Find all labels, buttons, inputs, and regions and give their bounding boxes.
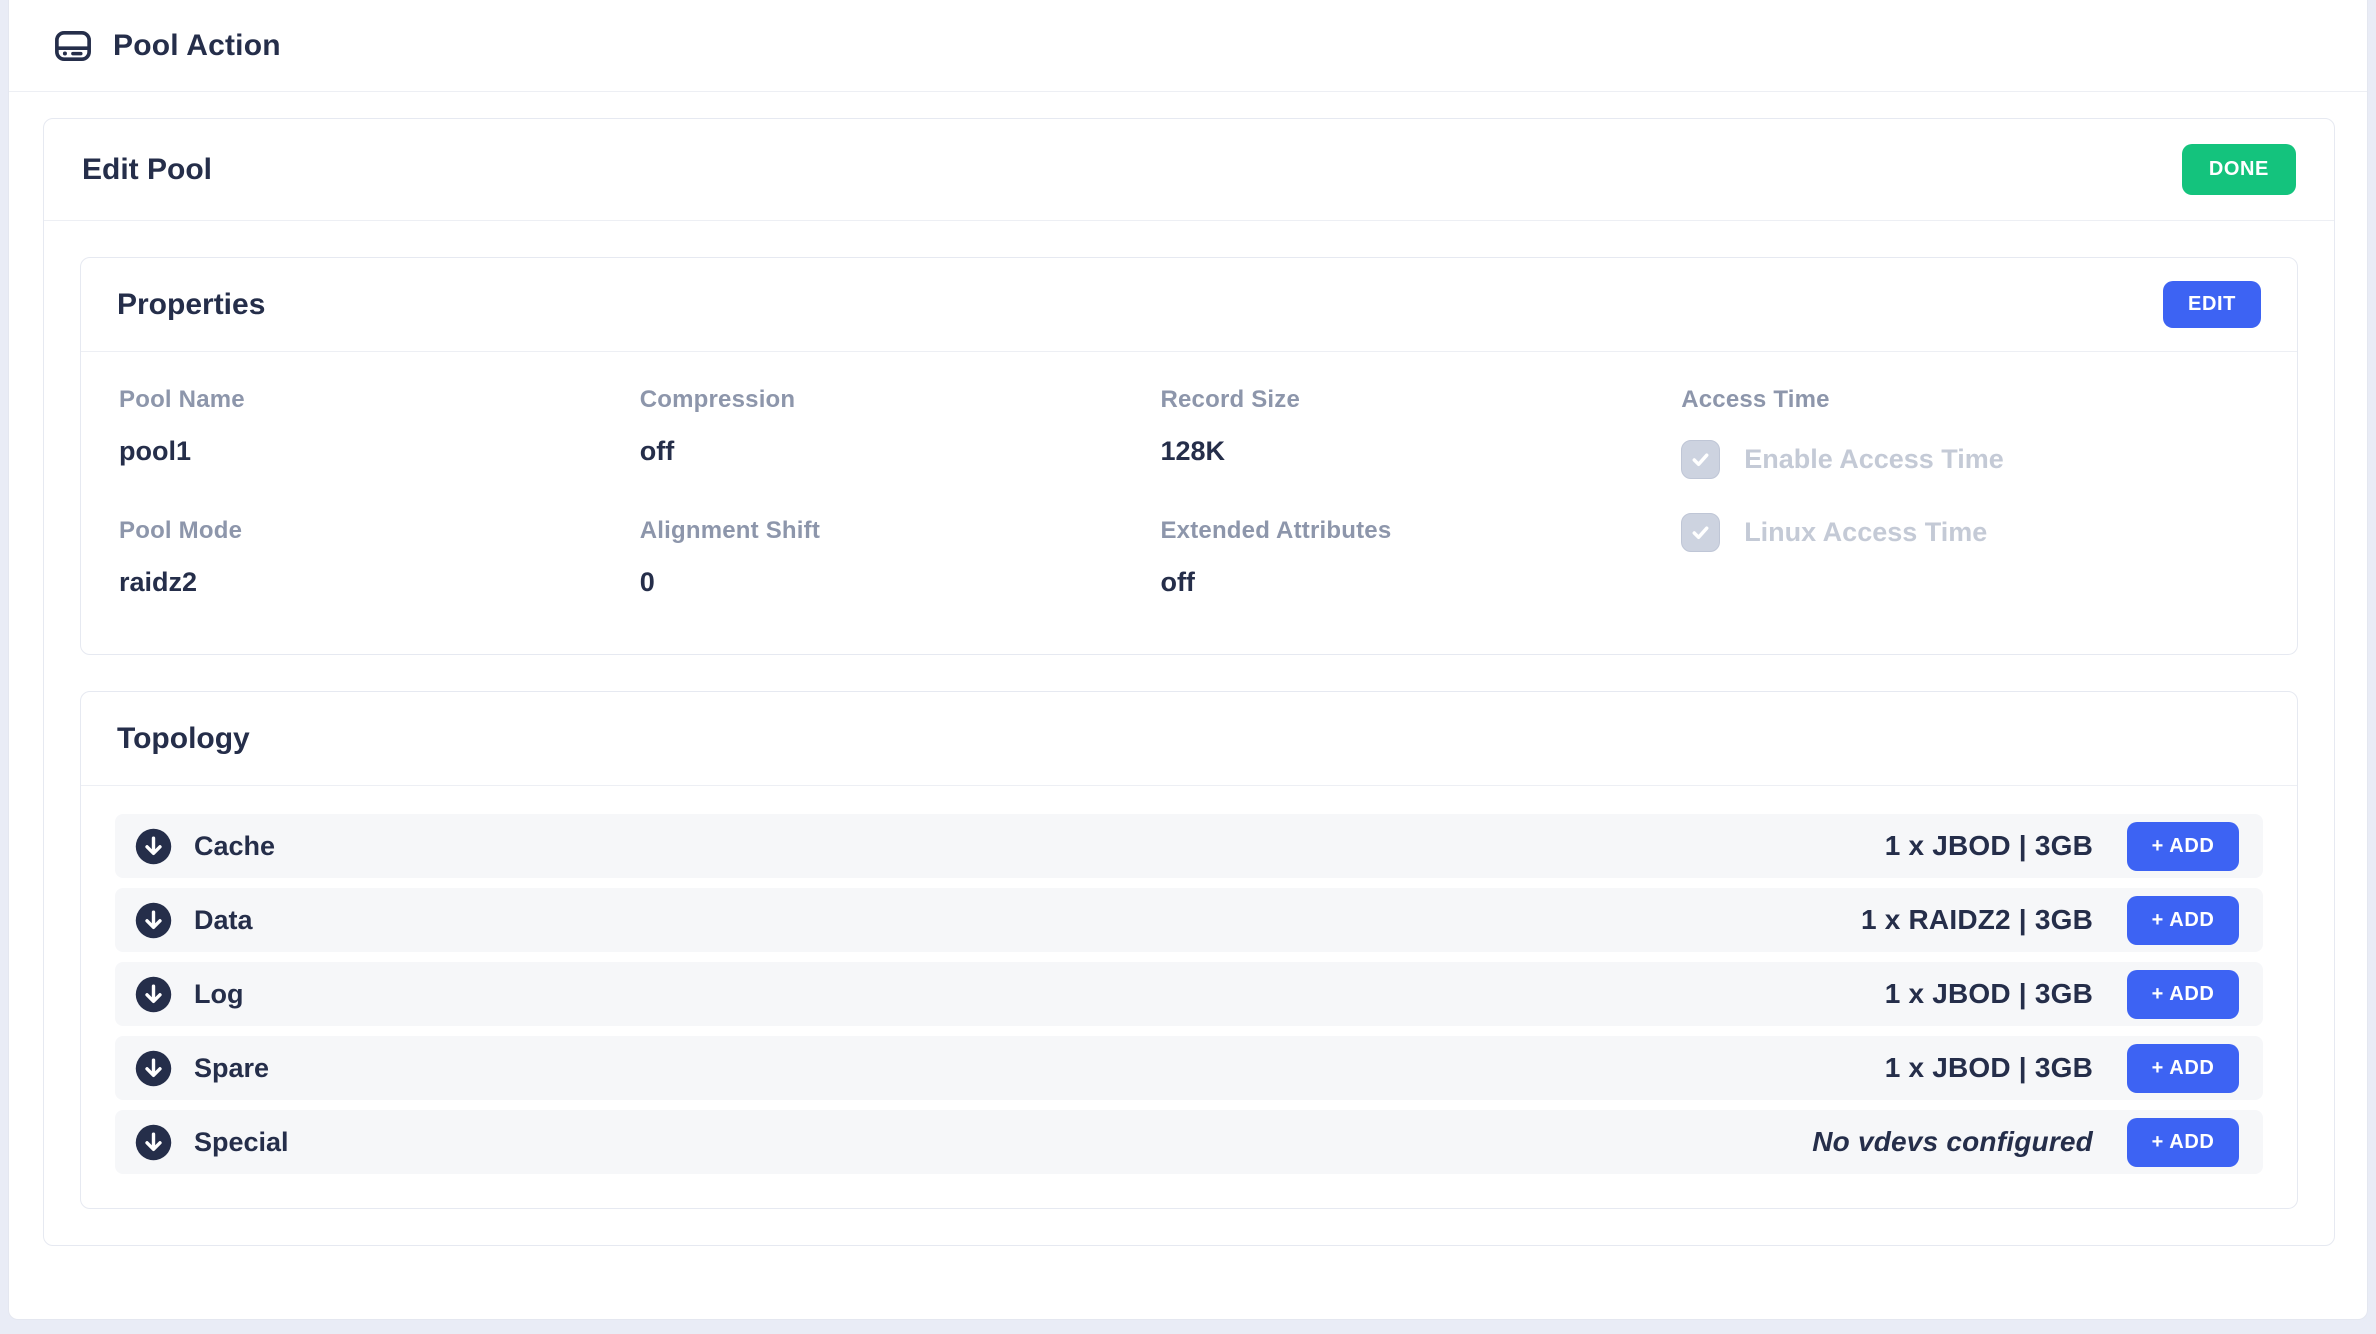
topology-header: Topology — [81, 692, 2297, 786]
topology-row-cache: Cache 1 x JBOD | 3GB + ADD — [115, 814, 2263, 878]
hdd-icon — [51, 24, 95, 68]
topology-row-summary: 1 x RAIDZ2 | 3GB — [1861, 904, 2093, 935]
field-pool-mode: Pool Mode raidz2 — [119, 517, 640, 598]
page-title: Pool Action — [113, 28, 281, 62]
done-button[interactable]: DONE — [2181, 144, 2296, 195]
field-extended-attributes: Extended Attributes off — [1160, 517, 1681, 598]
add-log-vdev-button[interactable]: + ADD — [2127, 969, 2239, 1019]
topology-row-label: Spare — [194, 1052, 270, 1083]
field-label: Pool Mode — [119, 517, 243, 544]
field-value: off — [639, 436, 675, 466]
expand-log-button[interactable] — [135, 976, 172, 1013]
topology-row-special: Special No vdevs configured + ADD — [115, 1110, 2263, 1174]
field-alignment-shift: Alignment Shift 0 — [640, 517, 1161, 598]
add-spare-vdev-button[interactable]: + ADD — [2127, 1043, 2239, 1093]
access-time-label: Access Time — [1681, 386, 1830, 413]
topology-row-summary: 1 x JBOD | 3GB — [1884, 978, 2093, 1009]
properties-title: Properties — [117, 287, 266, 321]
topology-title: Topology — [117, 721, 250, 755]
topology-row-label: Special — [194, 1126, 289, 1157]
topology-row-spare: Spare 1 x JBOD | 3GB + ADD — [115, 1036, 2263, 1100]
field-label: Pool Name — [119, 386, 245, 413]
checkbox-label: Linux Access Time — [1744, 517, 1988, 547]
check-icon — [1692, 453, 1709, 467]
add-data-vdev-button[interactable]: + ADD — [2127, 895, 2239, 945]
properties-header: Properties EDIT — [81, 258, 2297, 352]
field-record-size: Record Size 128K — [1160, 386, 1681, 467]
arrow-down-circle-icon — [135, 1050, 172, 1086]
field-label: Record Size — [1160, 386, 1301, 413]
page-header: Pool Action — [9, 0, 2367, 92]
topology-row-label: Cache — [194, 830, 276, 861]
arrow-down-circle-icon — [135, 902, 172, 938]
topology-row-label: Data — [194, 904, 253, 935]
topology-row-log: Log 1 x JBOD | 3GB + ADD — [115, 962, 2263, 1026]
properties-body: Pool Name pool1 Compression off Record S… — [81, 352, 2297, 654]
checkbox-label: Enable Access Time — [1744, 444, 2004, 474]
properties-card: Properties EDIT Pool Name pool1 Compress… — [80, 257, 2298, 655]
field-value: pool1 — [119, 436, 191, 466]
topology-row-summary: 1 x JBOD | 3GB — [1884, 1052, 2093, 1083]
edit-button[interactable]: EDIT — [2163, 281, 2261, 328]
check-icon — [1692, 526, 1709, 540]
arrow-down-circle-icon — [135, 1124, 172, 1160]
expand-spare-button[interactable] — [135, 1050, 172, 1087]
edit-pool-title: Edit Pool — [82, 152, 212, 186]
access-time-column: Access Time Enable Access Time — [1681, 386, 2259, 598]
enable-access-time-row: Enable Access Time — [1681, 440, 2259, 479]
arrow-down-circle-icon — [135, 976, 172, 1012]
app-panel: Pool Action Edit Pool DONE Properties ED… — [8, 0, 2368, 1320]
field-compression: Compression off — [640, 386, 1161, 467]
enable-access-time-checkbox[interactable] — [1681, 440, 1721, 479]
linux-access-time-row: Linux Access Time — [1681, 513, 2259, 552]
field-value: raidz2 — [119, 567, 198, 597]
edit-pool-header: Edit Pool DONE — [44, 119, 2334, 221]
topology-body: Cache 1 x JBOD | 3GB + ADD Data 1 x RAID… — [81, 786, 2297, 1208]
field-label: Compression — [639, 386, 796, 413]
topology-card: Topology Cache 1 x JBOD | 3GB + ADD — [80, 691, 2298, 1209]
topology-row-summary: No vdevs configured — [1812, 1126, 2093, 1157]
add-special-vdev-button[interactable]: + ADD — [2127, 1117, 2239, 1167]
expand-data-button[interactable] — [135, 902, 172, 939]
field-label: Extended Attributes — [1160, 517, 1392, 544]
add-cache-vdev-button[interactable]: + ADD — [2127, 821, 2239, 871]
field-value: 128K — [1160, 436, 1225, 466]
expand-cache-button[interactable] — [135, 828, 172, 865]
properties-grid: Pool Name pool1 Compression off Record S… — [119, 386, 1681, 598]
edit-pool-card: Edit Pool DONE Properties EDIT Pool Name… — [43, 118, 2335, 1246]
field-value: 0 — [639, 567, 655, 597]
field-label: Alignment Shift — [639, 517, 821, 544]
linux-access-time-checkbox[interactable] — [1681, 513, 1721, 552]
topology-row-label: Log — [194, 978, 244, 1009]
field-value: off — [1160, 567, 1195, 597]
topology-row-data: Data 1 x RAIDZ2 | 3GB + ADD — [115, 888, 2263, 952]
field-pool-name: Pool Name pool1 — [119, 386, 640, 467]
topology-row-summary: 1 x JBOD | 3GB — [1884, 830, 2093, 861]
arrow-down-circle-icon — [135, 828, 172, 864]
expand-special-button[interactable] — [135, 1124, 172, 1161]
